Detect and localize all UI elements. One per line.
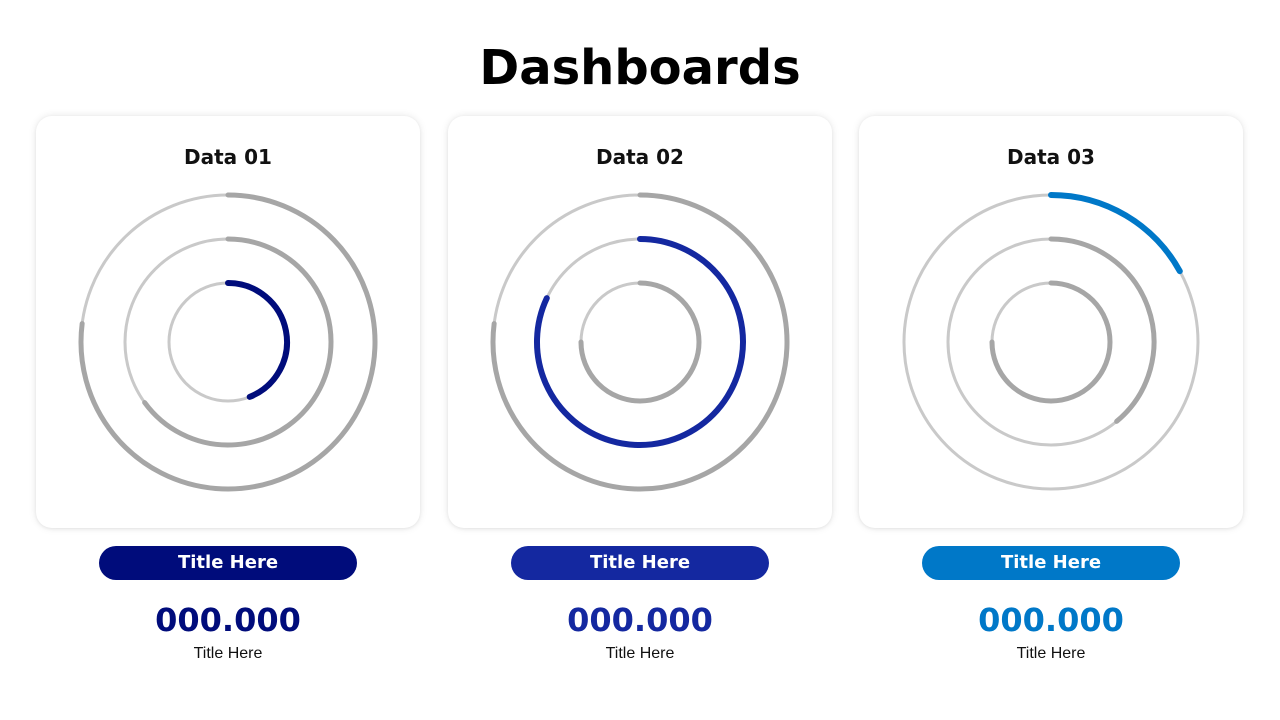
card-title-pill-2: Title Here — [511, 546, 769, 580]
card-title: Data 01 — [184, 145, 272, 169]
ring-chart-3 — [902, 192, 1200, 491]
dashboard-card-3: Data 03 — [859, 116, 1243, 528]
ring-progress-outer — [1048, 192, 1183, 275]
card-title-pill-3: Title Here — [922, 546, 1180, 580]
ring-progress-inner — [989, 280, 1113, 404]
card-value-3: 000.000 — [978, 601, 1124, 639]
ring-progress-middle — [534, 236, 746, 448]
ring-progress-inner — [578, 280, 702, 404]
card-caption-3: Title Here — [1016, 645, 1086, 662]
ring-progress-outer — [490, 192, 790, 492]
ring-chart-1 — [78, 192, 378, 492]
ring-progress-inner — [225, 280, 290, 400]
dashboard-card-1: Data 01 — [36, 116, 420, 528]
ring-progress-middle — [142, 236, 334, 448]
card-title: Data 02 — [596, 145, 684, 169]
ring-chart-2 — [490, 192, 790, 492]
card-title: Data 03 — [1007, 145, 1095, 169]
card-value-1: 000.000 — [155, 601, 301, 639]
card-title-pill-1: Title Here — [99, 546, 357, 580]
page-title: Dashboards — [479, 40, 801, 96]
card-caption-1: Title Here — [193, 645, 263, 662]
dashboard-card-2: Data 02 — [448, 116, 832, 528]
card-value-2: 000.000 — [567, 601, 713, 639]
ring-progress-outer — [78, 192, 378, 492]
card-caption-2: Title Here — [605, 645, 675, 662]
ring-progress-middle — [1048, 236, 1157, 424]
